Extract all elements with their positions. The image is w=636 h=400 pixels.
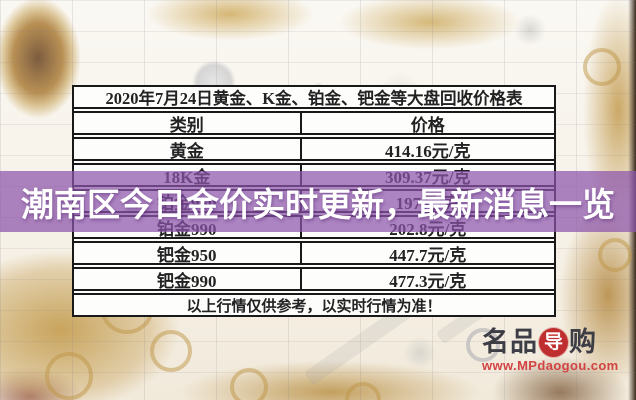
chain-loop-decoration <box>583 48 621 86</box>
chain-loop-decoration <box>45 352 93 400</box>
chain-loop-decoration <box>150 330 192 372</box>
logo-text-right: 购 <box>569 327 597 357</box>
watermark-logo: 名品 导 购 <box>482 328 634 357</box>
chain-loop-decoration <box>345 382 381 400</box>
logo-text-left: 名品 <box>482 327 538 357</box>
table-footer-note: 以上行情仅供参考，以实时行情为准！ <box>74 293 554 317</box>
logo-seal-icon: 导 <box>539 328 568 357</box>
site-watermark: 名品 导 购 www.MPdaogou.com <box>482 328 634 372</box>
chain-loop-decoration <box>598 238 632 272</box>
table-row: 钯金950 447.7元/克 <box>74 241 554 265</box>
headline-banner: 潮南区今日金价实时更新，最新消息一览 <box>0 171 636 232</box>
price-cell: 477.3元/克 <box>299 269 554 291</box>
logo-seal-glyph: 导 <box>543 332 563 353</box>
price-cell: 447.7元/克 <box>299 243 554 265</box>
headline: 潮南区今日金价实时更新，最新消息一览 <box>21 185 615 223</box>
category-cell: 黄金 <box>169 141 204 161</box>
category-cell: 钯金950 <box>157 245 217 265</box>
table-title: 2020年7月24日黄金、K金、铂金、钯金等大盘回收价格表 <box>74 85 554 109</box>
header-category: 类别 <box>169 115 204 135</box>
table-row: 黄金 414.16元/克 <box>74 137 554 161</box>
price-cell: 414.16元/克 <box>299 139 554 161</box>
table-row: 钯金990 477.3元/克 <box>74 267 554 291</box>
chain-loop-decoration <box>466 328 500 362</box>
chain-loop-decoration <box>230 368 268 400</box>
header-price: 价格 <box>299 113 554 135</box>
table-header-row: 类别 价格 <box>74 111 554 135</box>
category-cell: 钯金990 <box>157 271 217 291</box>
watermark-url: www.MPdaogou.com <box>482 358 619 373</box>
